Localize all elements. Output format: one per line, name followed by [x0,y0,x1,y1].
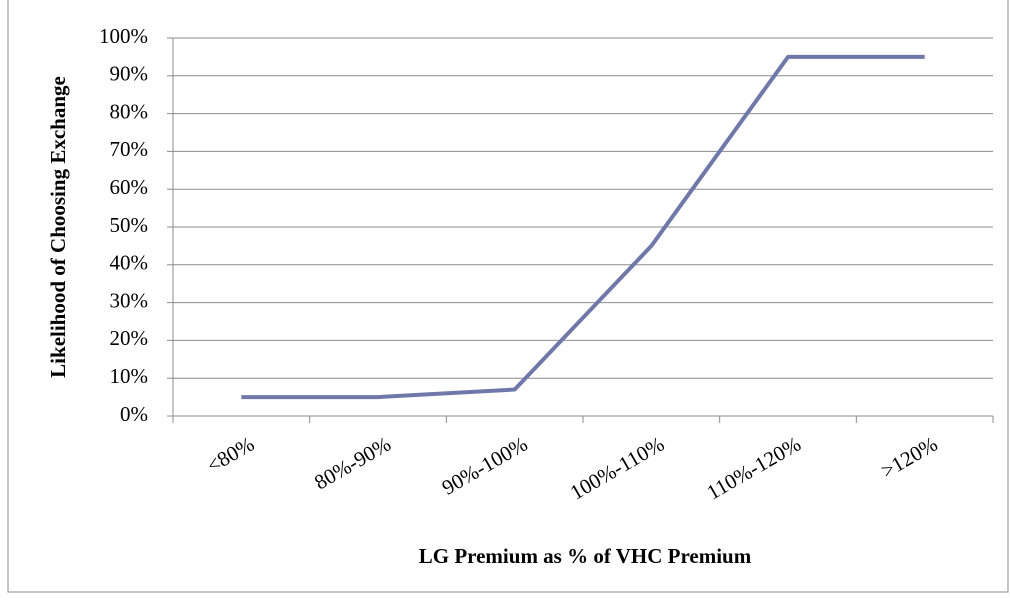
y-tick-label: 50% [110,213,149,237]
chart-frame [7,0,1009,593]
y-tick-label: 70% [110,137,149,161]
y-axis-title: Likelihood of Choosing Exchange [46,76,70,378]
y-tick-label: 30% [110,288,149,312]
y-tick-label: 10% [110,364,149,388]
y-tick-label: 60% [110,175,149,199]
y-tick-label: 40% [110,251,149,275]
y-tick-label: 20% [110,326,149,350]
data-line [241,54,925,400]
y-tick-label: 100% [99,24,148,48]
y-tick-label: 80% [110,99,149,123]
y-tick-label: 0% [120,402,148,426]
y-tick-label: 90% [110,62,149,86]
x-axis-title: LG Premium as % of VHC Premium [419,544,752,568]
